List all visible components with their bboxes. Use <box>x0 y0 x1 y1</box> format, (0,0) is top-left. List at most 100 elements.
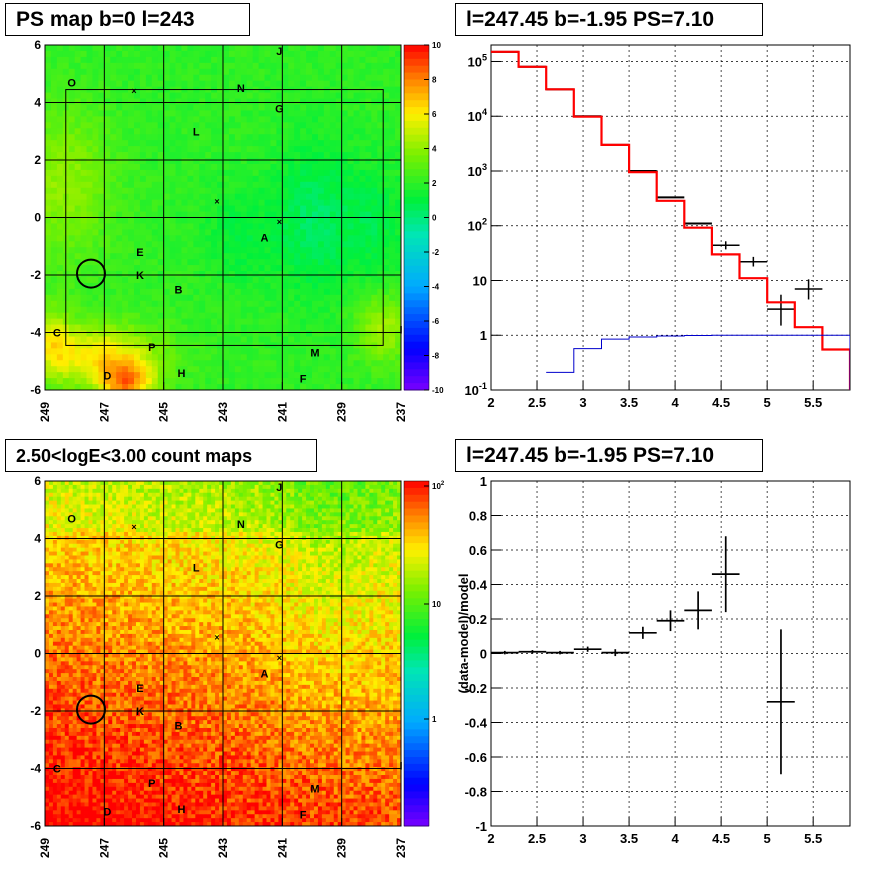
colorbar-cell <box>404 342 429 349</box>
colorbar-cell <box>404 612 429 619</box>
x-tick-label: 4 <box>671 395 679 410</box>
colorbar-cell <box>404 695 429 702</box>
colorbar-cell <box>404 729 429 736</box>
y-tick-label: 2 <box>34 153 41 167</box>
y-tick-label: 0.6 <box>469 543 487 558</box>
x-tick-label: 3.5 <box>620 831 638 846</box>
source-label-J: J <box>276 482 282 494</box>
colorbar-cell <box>404 778 429 785</box>
y-tick-label: 0 <box>34 647 41 661</box>
x-tick-label: 2 <box>487 395 494 410</box>
y-tick-label: -2 <box>30 268 41 282</box>
colorbar-cell <box>404 197 429 204</box>
colorbar-cell <box>404 785 429 792</box>
colorbar-cell <box>404 45 429 52</box>
colorbar-cell <box>404 190 429 197</box>
colorbar-cell <box>404 812 429 819</box>
colorbar-cell <box>404 383 429 390</box>
y-tick-label: -6 <box>30 819 41 833</box>
colorbar-cell <box>404 571 429 578</box>
source-label-A: A <box>261 233 269 245</box>
colorbar-tick-label: 6 <box>432 110 437 119</box>
model-total-line <box>491 52 850 390</box>
colorbar-cell <box>404 805 429 812</box>
colorbar-cell <box>404 183 429 190</box>
source-label-P: P <box>148 778 155 790</box>
y-tick-label: 10 <box>473 273 487 288</box>
y-tick-label: 1 <box>480 474 487 489</box>
colorbar <box>404 481 429 827</box>
colorbar-cell <box>404 709 429 716</box>
source-label-I: I <box>399 325 402 337</box>
colorbar-cell <box>404 114 429 121</box>
source-label-M: M <box>310 784 319 796</box>
colorbar-tick-label: 10 <box>432 41 441 50</box>
colorbar-cell <box>404 107 429 114</box>
colorbar-cell <box>404 266 429 273</box>
colorbar-cell <box>404 73 429 80</box>
colorbar-cell <box>404 640 429 647</box>
y-tick-label: 4 <box>34 532 41 546</box>
colorbar-cell <box>404 502 429 509</box>
colorbar-cell <box>404 529 429 536</box>
x-tick-label: 243 <box>216 838 230 858</box>
source-label-F: F <box>300 374 307 386</box>
x-tick-label: 2 <box>487 831 494 846</box>
spectrum-title: l=247.45 b=-1.95 PS=7.10 <box>455 3 763 36</box>
x-tick-label: 3 <box>579 395 586 410</box>
colorbar-cell <box>404 723 429 730</box>
colorbar-cell <box>404 750 429 757</box>
colorbar-cell <box>404 819 429 826</box>
x-tick-label: 239 <box>335 838 349 858</box>
colorbar-cell <box>404 543 429 550</box>
source-label-N: N <box>237 83 245 95</box>
x-tick-label: 4.5 <box>712 395 730 410</box>
colorbar-tick-label: 10 <box>432 600 441 609</box>
colorbar-tick-label: -10 <box>432 386 444 395</box>
source-label-D: D <box>103 807 111 819</box>
source-label-C: C <box>53 328 61 340</box>
source-cross: × <box>277 217 282 227</box>
x-tick-label: 249 <box>38 402 52 422</box>
colorbar-cell <box>404 605 429 612</box>
colorbar-tick-label: -8 <box>432 352 440 361</box>
x-tick-label: 245 <box>157 838 171 858</box>
colorbar-cell <box>404 293 429 300</box>
colorbar-cell <box>404 798 429 805</box>
y-tick-label: 0 <box>34 211 41 225</box>
source-label-J: J <box>276 46 282 58</box>
x-tick-label: 5 <box>764 831 771 846</box>
y-tick-label: 102 <box>467 217 487 234</box>
colorbar-cell <box>404 93 429 100</box>
colorbar-cell <box>404 238 429 245</box>
colorbar-cell <box>404 176 429 183</box>
y-tick-label: 103 <box>467 162 487 179</box>
source-cross: × <box>214 197 219 207</box>
x-tick-label: 247 <box>97 838 111 858</box>
colorbar-cell <box>404 674 429 681</box>
colorbar-tick-label: 0 <box>432 214 437 223</box>
x-tick-label: 237 <box>394 402 408 422</box>
x-tick-label: 249 <box>38 838 52 858</box>
x-tick-label: 241 <box>275 838 289 858</box>
colorbar-cell <box>404 300 429 307</box>
x-tick-label: 241 <box>275 402 289 422</box>
colorbar-cell <box>404 86 429 93</box>
colorbar-cell <box>404 667 429 674</box>
y-tick-label: 6 <box>34 474 41 488</box>
colorbar-cell <box>404 557 429 564</box>
source-label-O: O <box>67 513 76 525</box>
x-tick-label: 4.5 <box>712 831 730 846</box>
colorbar-cell <box>404 314 429 321</box>
colorbar-tick-label: 102 <box>432 481 445 491</box>
source-label-A: A <box>261 669 269 681</box>
colorbar-tick-label: -4 <box>432 283 440 292</box>
spectrum-grid <box>491 45 850 390</box>
source-label-L: L <box>193 562 200 574</box>
y-tick-label: 10-1 <box>464 381 487 398</box>
colorbar-cell <box>404 307 429 314</box>
